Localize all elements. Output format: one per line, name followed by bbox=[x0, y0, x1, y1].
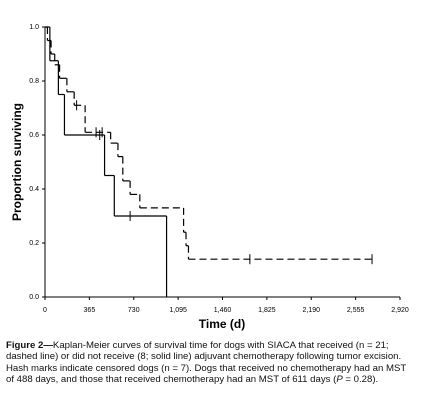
x-tick-label: 1,460 bbox=[214, 307, 232, 314]
caption: Figure 2—Kaplan-Meier curves of survival… bbox=[6, 340, 416, 386]
y-tick-label: 1.0 bbox=[29, 24, 39, 31]
caption-italic: P bbox=[336, 374, 343, 386]
chart: Proportion surviving Time (d) 0.0 0.2 0.4 0… bbox=[10, 24, 409, 331]
caption-text: Kaplan-Meier curves of survival time for… bbox=[6, 340, 407, 386]
y-tick-label: 0.2 bbox=[29, 240, 39, 247]
x-tick-label: 2,920 bbox=[391, 307, 409, 314]
x-tick-label: 2,190 bbox=[302, 307, 320, 314]
x-tick-label: 1,095 bbox=[169, 307, 187, 314]
x-axis-title: Time (d) bbox=[199, 317, 245, 331]
caption-label: Figure 2— bbox=[6, 340, 53, 351]
y-tick-label: 0.4 bbox=[29, 186, 39, 193]
x-tick-label: 730 bbox=[128, 307, 140, 314]
y-axis-title: Proportion surviving bbox=[10, 103, 24, 221]
x-tick-label: 365 bbox=[84, 307, 96, 314]
y-tick-label: 0.6 bbox=[29, 132, 39, 139]
y-tick-label: 0.0 bbox=[29, 294, 39, 301]
caption-text: = 0.28). bbox=[342, 374, 379, 386]
x-tick-label: 0 bbox=[43, 307, 47, 314]
x-tick-label: 1,825 bbox=[258, 307, 276, 314]
x-tick-label: 2,555 bbox=[347, 307, 365, 314]
y-tick-label: 0.8 bbox=[29, 78, 39, 85]
